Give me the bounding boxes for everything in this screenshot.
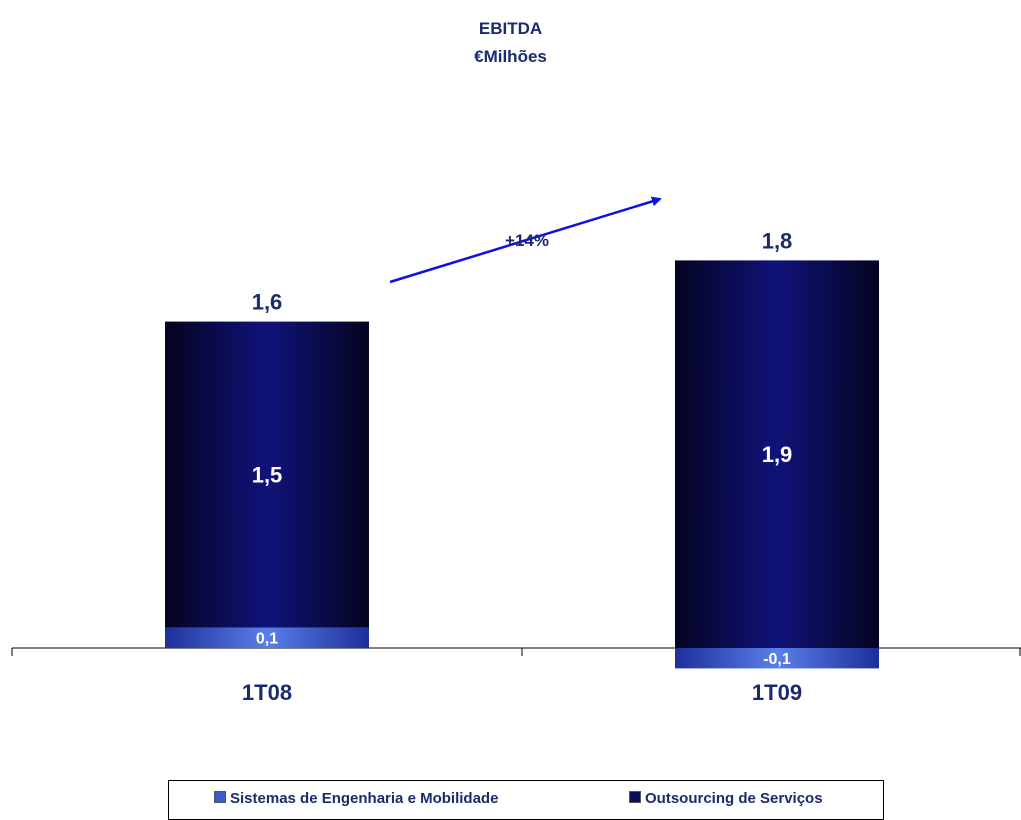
- growth-label: +14%: [505, 231, 549, 250]
- data-label-sistemas-1T08: 0,1: [256, 631, 278, 648]
- data-label-outsourcing-1T09: 1,9: [762, 442, 793, 467]
- bar-sistemas-1T08: [165, 627, 369, 648]
- data-label-sistemas-1T09: -0,1: [763, 651, 791, 668]
- chart-title: EBITDA: [478, 19, 543, 38]
- total-label-1T08: 1,6: [252, 290, 283, 315]
- chart-subtitle: €Milhões: [474, 47, 547, 66]
- bar-outsourcing-1T09: [675, 260, 879, 648]
- total-label-1T09: 1,8: [762, 228, 793, 253]
- bar-outsourcing-1T08: [165, 321, 369, 628]
- legend-item-sistemas: Sistemas de Engenharia e Mobilidade: [214, 790, 498, 807]
- bar-sistemas-1T09: [675, 648, 879, 669]
- x-tick-label-1T08: 1T08: [242, 680, 292, 705]
- data-label-outsourcing-1T08: 1,5: [252, 463, 283, 488]
- legend-label-sistemas: Sistemas de Engenharia e Mobilidade: [230, 790, 499, 807]
- chart-legend: Sistemas de Engenharia e Mobilidade Outs…: [168, 780, 884, 820]
- x-tick-label-1T09: 1T09: [752, 680, 802, 705]
- legend-item-outsourcing: Outsourcing de Serviços: [629, 790, 823, 807]
- growth-arrow: [389, 196, 662, 284]
- legend-swatch-outsourcing: [629, 791, 641, 803]
- legend-swatch-sistemas: [214, 791, 226, 803]
- legend-label-outsourcing: Outsourcing de Serviços: [645, 790, 823, 807]
